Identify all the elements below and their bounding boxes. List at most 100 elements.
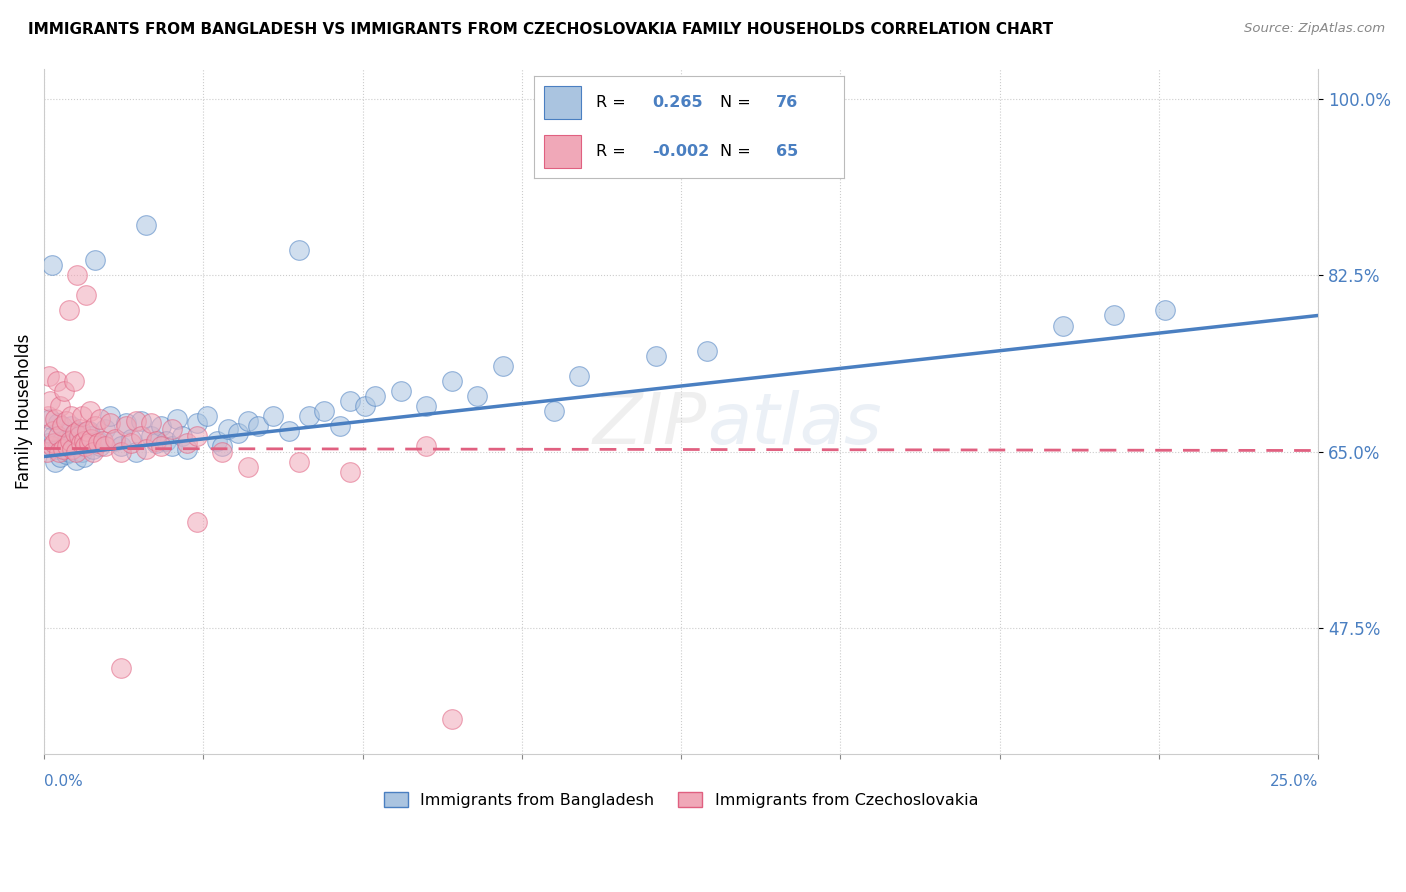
Point: [1052, 318, 1074, 333]
Point: [56, 440, 79, 454]
Point: [129, 429, 152, 443]
Point: [135, 218, 157, 232]
Point: [56, 433, 79, 447]
Point: [44, 454, 66, 468]
Point: [37, 409, 59, 424]
Point: [62, 429, 84, 443]
Point: [66, 268, 89, 282]
Point: [60, 442, 83, 457]
Point: [440, 374, 463, 388]
Text: 76: 76: [776, 95, 797, 110]
Point: [217, 422, 239, 436]
Point: [1104, 309, 1126, 323]
Point: [48, 417, 70, 431]
Text: N =: N =: [720, 145, 751, 160]
Point: [94, 440, 117, 454]
Point: [262, 409, 284, 424]
Point: [41, 258, 63, 272]
Text: N =: N =: [720, 95, 751, 110]
Point: [72, 444, 94, 458]
Point: [176, 442, 198, 457]
Point: [76, 425, 98, 439]
Text: 25.0%: 25.0%: [1270, 774, 1319, 789]
Point: [211, 444, 233, 458]
Point: [1154, 303, 1177, 318]
Point: [114, 417, 136, 431]
Text: 65: 65: [776, 145, 797, 160]
Point: [465, 389, 488, 403]
Point: [52, 442, 75, 457]
Point: [236, 414, 259, 428]
Point: [277, 425, 299, 439]
Point: [288, 243, 311, 257]
Point: [696, 343, 718, 358]
Point: [211, 440, 233, 454]
Point: [104, 434, 127, 449]
Point: [354, 399, 377, 413]
Point: [120, 433, 142, 447]
Text: Source: ZipAtlas.com: Source: ZipAtlas.com: [1244, 22, 1385, 36]
Y-axis label: Family Households: Family Households: [15, 334, 32, 489]
Point: [288, 454, 311, 468]
Point: [247, 419, 270, 434]
Point: [120, 436, 142, 450]
Point: [69, 436, 91, 450]
Point: [66, 425, 89, 439]
Point: [67, 429, 90, 443]
Point: [39, 394, 62, 409]
Point: [45, 374, 67, 388]
Text: 0.0%: 0.0%: [44, 774, 83, 789]
Point: [226, 426, 249, 441]
Text: R =: R =: [596, 145, 626, 160]
Point: [48, 429, 70, 443]
Point: [160, 440, 183, 454]
Point: [86, 434, 108, 449]
Point: [160, 422, 183, 436]
Point: [440, 712, 463, 726]
Point: [77, 425, 100, 439]
Point: [91, 434, 114, 449]
Point: [82, 444, 104, 458]
Point: [207, 434, 229, 449]
Point: [543, 404, 565, 418]
Point: [139, 429, 162, 443]
Point: [67, 440, 90, 454]
Point: [38, 368, 60, 383]
Point: [84, 252, 107, 267]
Point: [75, 433, 97, 447]
Point: [492, 359, 515, 373]
Text: R =: R =: [596, 95, 626, 110]
Point: [42, 425, 65, 439]
Point: [51, 419, 73, 434]
Point: [37, 436, 59, 450]
Point: [48, 444, 70, 458]
Point: [73, 434, 96, 449]
Point: [339, 465, 361, 479]
Point: [314, 404, 336, 418]
Point: [86, 436, 108, 450]
Bar: [544, 136, 581, 168]
Point: [145, 434, 167, 449]
Point: [89, 440, 111, 454]
Point: [110, 661, 132, 675]
Point: [104, 433, 127, 447]
Point: [176, 436, 198, 450]
Point: [145, 436, 167, 450]
Point: [79, 404, 101, 418]
Point: [73, 440, 96, 454]
Point: [150, 419, 173, 434]
Point: [389, 384, 412, 398]
Point: [98, 417, 121, 431]
Point: [65, 452, 87, 467]
Point: [63, 426, 86, 441]
Text: -0.002: -0.002: [652, 145, 709, 160]
Point: [53, 384, 76, 398]
Point: [415, 399, 437, 413]
Point: [49, 399, 72, 413]
Point: [73, 450, 96, 464]
Point: [195, 409, 218, 424]
Point: [298, 409, 321, 424]
Point: [58, 303, 80, 318]
Point: [59, 419, 82, 434]
Point: [135, 442, 157, 457]
